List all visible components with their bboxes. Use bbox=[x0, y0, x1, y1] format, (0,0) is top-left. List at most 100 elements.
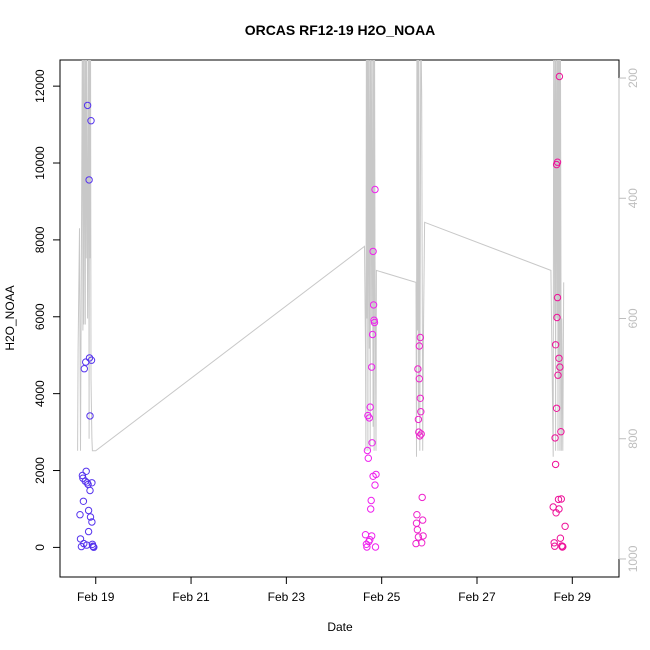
data-point bbox=[86, 486, 94, 495]
data-point bbox=[550, 539, 558, 547]
series-1 bbox=[76, 101, 98, 551]
data-point bbox=[553, 158, 562, 166]
data-point bbox=[368, 532, 376, 540]
data-point bbox=[85, 176, 93, 184]
data-point bbox=[76, 535, 85, 543]
data-point bbox=[80, 365, 89, 373]
data-point bbox=[86, 412, 94, 420]
data-point bbox=[367, 496, 375, 505]
data-point bbox=[368, 363, 376, 371]
chart-title: ORCAS RF12-19 H2O_NOAA bbox=[245, 22, 436, 38]
data-point bbox=[367, 505, 375, 513]
pressure-trace-layer bbox=[77, 60, 565, 457]
data-point bbox=[372, 470, 380, 479]
data-point bbox=[557, 428, 565, 436]
data-point bbox=[88, 518, 96, 526]
data-point bbox=[552, 404, 561, 412]
data-point bbox=[369, 247, 377, 256]
data-point bbox=[554, 371, 562, 379]
data-point bbox=[370, 318, 379, 327]
data-point bbox=[419, 516, 427, 524]
data-point bbox=[555, 354, 563, 362]
y-right-tick-label: 1000 bbox=[626, 545, 640, 572]
y-right-tick-label: 800 bbox=[626, 428, 640, 448]
data-point bbox=[551, 460, 560, 469]
data-point bbox=[76, 511, 84, 519]
data-point bbox=[554, 495, 563, 504]
pressure-trace-line bbox=[77, 60, 565, 457]
x-tick-label: Feb 29 bbox=[554, 590, 592, 604]
y-tick-label: 6000 bbox=[33, 303, 47, 330]
data-point bbox=[557, 495, 565, 503]
data-point bbox=[365, 414, 373, 422]
y-axis-right: 200 400 600 800 1000 bbox=[618, 68, 640, 572]
data-point bbox=[82, 467, 90, 475]
y-right-tick-label: 400 bbox=[626, 188, 640, 208]
data-point bbox=[79, 497, 88, 505]
data-point bbox=[551, 434, 559, 442]
data-point bbox=[366, 536, 374, 544]
data-point bbox=[417, 408, 425, 416]
x-tick-label: Feb 27 bbox=[458, 590, 496, 604]
y-tick-label: 4000 bbox=[33, 380, 47, 407]
x-tick-label: Feb 25 bbox=[363, 590, 401, 604]
data-point bbox=[83, 479, 91, 487]
data-point bbox=[87, 356, 96, 364]
data-point bbox=[88, 479, 96, 487]
series-2 bbox=[361, 185, 380, 551]
x-tick-label: Feb 23 bbox=[268, 590, 306, 604]
data-point bbox=[413, 511, 421, 519]
data-point bbox=[84, 527, 93, 536]
data-point bbox=[412, 539, 420, 548]
data-point bbox=[553, 293, 562, 302]
data-point bbox=[553, 313, 561, 322]
data-point bbox=[413, 526, 422, 534]
data-point bbox=[368, 330, 377, 339]
data-point bbox=[555, 72, 564, 81]
data-point bbox=[415, 342, 423, 350]
data-point bbox=[416, 333, 424, 342]
data-point bbox=[556, 534, 565, 542]
data-point bbox=[84, 506, 93, 515]
x-axis-label: Date bbox=[327, 620, 353, 634]
data-point bbox=[368, 439, 376, 447]
data-point bbox=[414, 415, 423, 424]
data-point bbox=[78, 471, 87, 480]
data-point bbox=[83, 101, 92, 110]
y-tick-label: 0 bbox=[33, 544, 47, 551]
y-axis-label: H2O_NOAA bbox=[3, 285, 17, 350]
data-point bbox=[417, 430, 425, 438]
data-point bbox=[551, 341, 560, 349]
y-right-tick-label: 200 bbox=[626, 68, 640, 88]
data-point bbox=[371, 185, 379, 194]
y-tick-label: 12000 bbox=[33, 69, 47, 103]
data-point bbox=[412, 519, 421, 527]
data-point bbox=[364, 454, 372, 462]
data-point bbox=[561, 522, 569, 530]
data-point bbox=[419, 532, 427, 540]
data-point bbox=[371, 543, 380, 551]
data-point bbox=[369, 301, 378, 309]
x-axis: Feb 19 Feb 21 Feb 23 Feb 25 Feb 27 Feb 29 bbox=[77, 576, 592, 604]
data-point bbox=[363, 446, 372, 455]
data-point bbox=[85, 354, 94, 362]
scatter-points-layer bbox=[76, 72, 569, 551]
data-point bbox=[414, 533, 423, 541]
data-point bbox=[371, 481, 379, 489]
series-3 bbox=[412, 333, 427, 548]
data-point bbox=[415, 428, 423, 436]
series-4 bbox=[549, 72, 569, 551]
y-tick-label: 8000 bbox=[33, 226, 47, 253]
x-tick-label: Feb 21 bbox=[172, 590, 210, 604]
y-right-tick-label: 600 bbox=[626, 308, 640, 328]
data-point bbox=[559, 542, 567, 551]
y-tick-label: 2000 bbox=[33, 457, 47, 484]
data-point bbox=[416, 432, 424, 440]
data-point bbox=[86, 513, 95, 521]
y-axis: 0 2000 4000 6000 8000 10000 12000 bbox=[33, 69, 61, 551]
data-point bbox=[90, 543, 98, 551]
y-tick-label: 10000 bbox=[33, 146, 47, 180]
data-point bbox=[555, 505, 563, 513]
data-point bbox=[418, 493, 426, 502]
